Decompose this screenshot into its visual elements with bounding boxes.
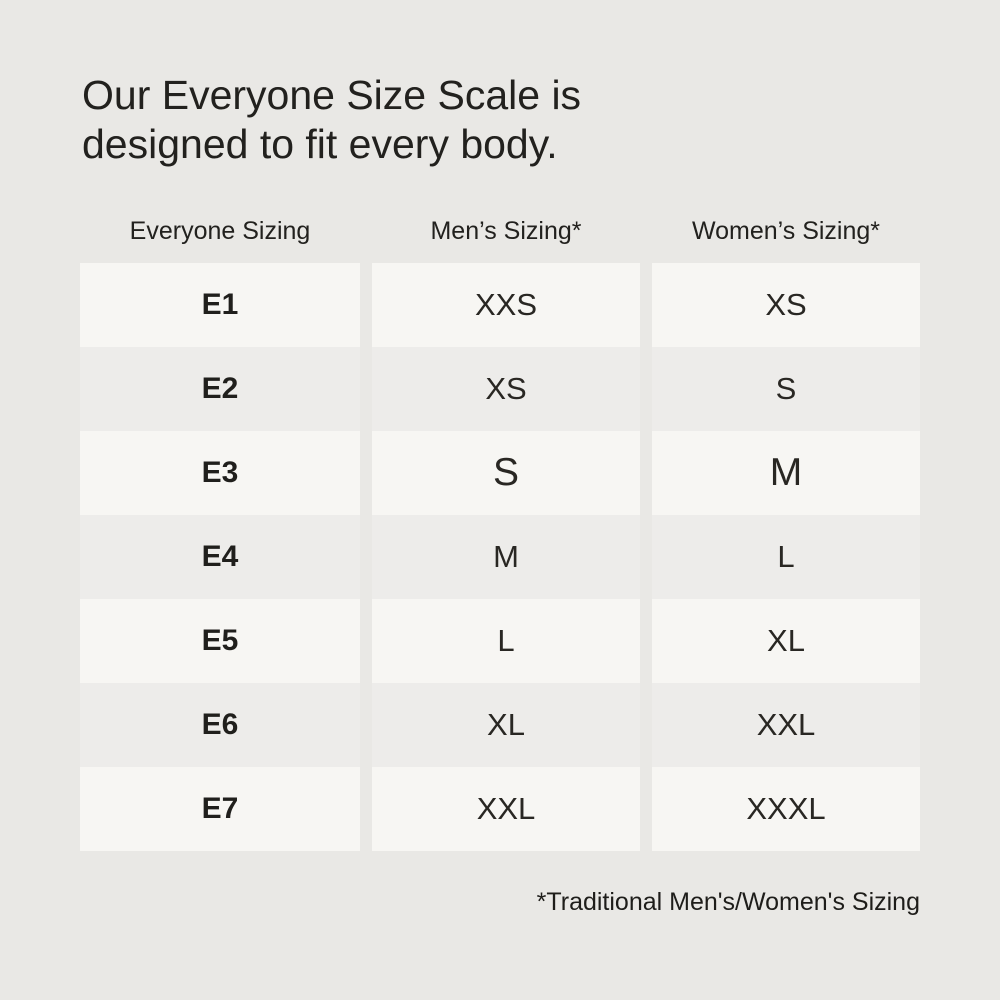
table-row: E7 XXL XXXL [80,767,920,851]
everyone-size-cell: E7 [80,767,360,851]
womens-size-cell: M [652,431,920,515]
size-conversion-table: E1 XXS XS E2 XS S E3 S M E4 M L E5 L XL … [80,263,920,851]
column-header-everyone-sizing: Everyone Sizing [129,217,311,245]
column-header-mens-sizing: Men’s Sizing* [430,217,582,245]
footnote: *Traditional Men's/Women's Sizing [536,888,920,916]
table-row: E5 L XL [80,599,920,683]
everyone-size-cell: E4 [80,515,360,599]
mens-size-cell: S [372,431,640,515]
mens-size-cell: XXL [372,767,640,851]
womens-size-cell: XXL [652,683,920,767]
column-header-womens-sizing: Women’s Sizing* [691,217,881,245]
womens-size-cell: XS [652,263,920,347]
table-row: E6 XL XXL [80,683,920,767]
mens-size-cell: XXS [372,263,640,347]
womens-size-cell: XXXL [652,767,920,851]
page-title-line-2: designed to fit every body. [82,121,558,167]
page-title-line-1: Our Everyone Size Scale is [82,72,582,118]
mens-size-cell: XL [372,683,640,767]
everyone-size-cell: E6 [80,683,360,767]
everyone-size-cell: E2 [80,347,360,431]
page-title: Our Everyone Size Scale is designed to f… [82,71,581,169]
table-row: E4 M L [80,515,920,599]
womens-size-cell: XL [652,599,920,683]
everyone-size-cell: E1 [80,263,360,347]
womens-size-cell: S [652,347,920,431]
table-row: E3 S M [80,431,920,515]
table-row: E2 XS S [80,347,920,431]
table-row: E1 XXS XS [80,263,920,347]
mens-size-cell: XS [372,347,640,431]
mens-size-cell: L [372,599,640,683]
mens-size-cell: M [372,515,640,599]
table-header-row: Everyone Sizing Men’s Sizing* Women’s Si… [80,217,920,246]
everyone-size-cell: E5 [80,599,360,683]
womens-size-cell: L [652,515,920,599]
everyone-size-cell: E3 [80,431,360,515]
